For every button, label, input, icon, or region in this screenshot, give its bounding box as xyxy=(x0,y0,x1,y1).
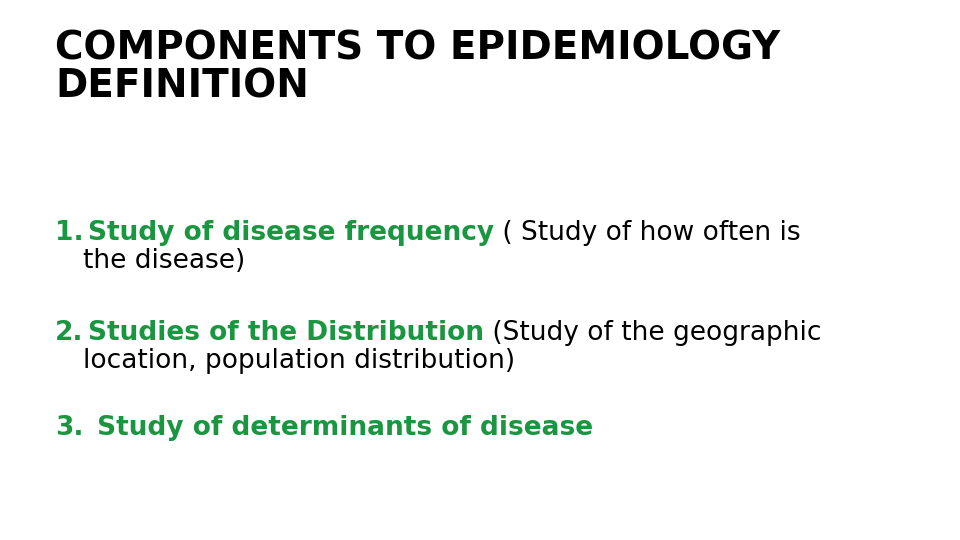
Text: COMPONENTS TO EPIDEMIOLOGY: COMPONENTS TO EPIDEMIOLOGY xyxy=(55,30,780,68)
Text: location, population distribution): location, population distribution) xyxy=(83,348,516,374)
Text: ( Study of how often is: ( Study of how often is xyxy=(493,220,801,246)
Text: 2.: 2. xyxy=(55,320,84,346)
Text: 1.: 1. xyxy=(55,220,84,246)
Text: Study of determinants of disease: Study of determinants of disease xyxy=(87,415,592,441)
Text: the disease): the disease) xyxy=(83,247,245,274)
Text: Study of disease frequency: Study of disease frequency xyxy=(87,220,493,246)
Text: Studies of the Distribution: Studies of the Distribution xyxy=(87,320,484,346)
Text: (Study of the geographic: (Study of the geographic xyxy=(484,320,821,346)
Text: DEFINITION: DEFINITION xyxy=(55,68,309,106)
Text: 3.: 3. xyxy=(55,415,84,441)
